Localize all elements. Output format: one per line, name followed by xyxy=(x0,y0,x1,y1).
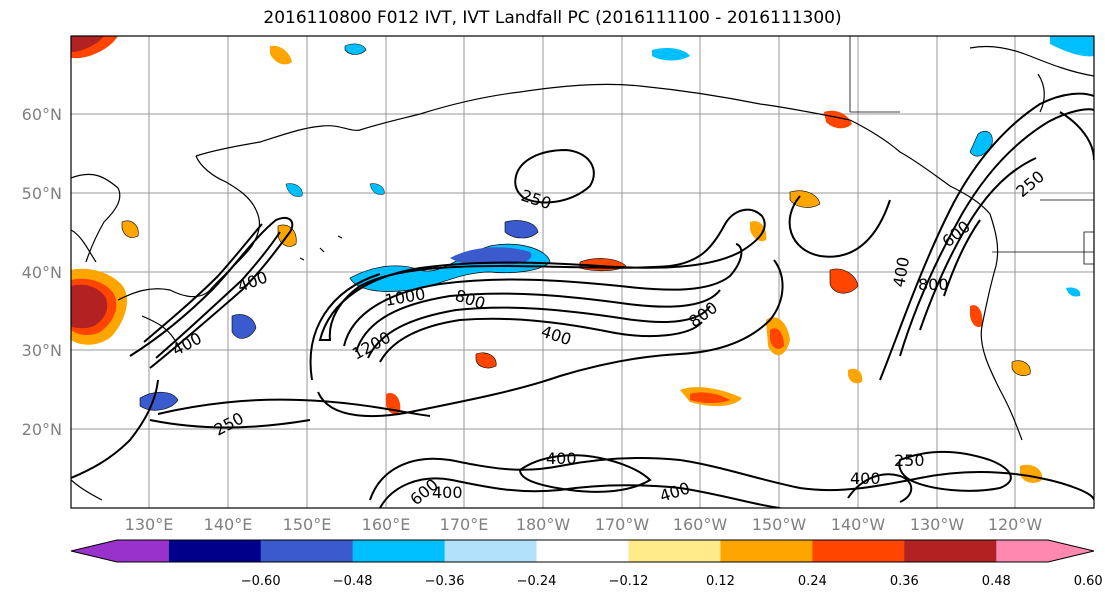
lon-label: 150°E xyxy=(283,515,332,534)
lon-label: 140°W xyxy=(831,515,886,534)
colorbar xyxy=(70,539,1095,563)
lon-label: 130°E xyxy=(125,515,174,534)
colorbar-label: −0.36 xyxy=(425,574,465,589)
map-frame xyxy=(70,35,1095,509)
colorbar-label: −0.60 xyxy=(241,574,281,589)
colorbar-cell xyxy=(904,540,997,562)
colorbar-cell xyxy=(812,540,905,562)
contour-label: 250 xyxy=(894,451,925,470)
colorbar-label: 0.12 xyxy=(706,574,735,589)
colorbar-label: 0.36 xyxy=(890,574,919,589)
colorbar-extension-max xyxy=(996,540,1094,562)
colorbar-extension-min xyxy=(71,540,169,562)
lon-label: 140°E xyxy=(204,515,253,534)
colorbar-label: −0.48 xyxy=(333,574,373,589)
political-borders xyxy=(849,36,1094,265)
contour-label: 400 xyxy=(432,483,463,502)
colorbar-cell xyxy=(720,540,813,562)
lon-label: 170°E xyxy=(440,515,489,534)
colorbar-label: 0.24 xyxy=(798,574,827,589)
lat-label: 60°N xyxy=(22,105,62,124)
colorbar-cell xyxy=(260,540,354,562)
lon-label: 170°W xyxy=(595,515,650,534)
map-plot-area: 250 250 250 250 400 400 400 400 400 400 … xyxy=(70,35,1095,509)
lon-label: 180°W xyxy=(516,515,571,534)
lon-label: 160°E xyxy=(362,515,411,534)
colorbar-label: 0.60 xyxy=(1074,574,1103,589)
colorbar-outline xyxy=(70,539,1095,563)
lat-label: 40°N xyxy=(22,263,62,282)
lat-label: 20°N xyxy=(22,420,62,439)
contour-label: 800 xyxy=(918,275,949,294)
colorbar-label: −0.12 xyxy=(609,574,649,589)
colorbar-cell xyxy=(536,540,629,562)
colorbar-cell xyxy=(352,540,446,562)
contour-label: 400 xyxy=(850,469,881,488)
colorbar-cell xyxy=(628,540,721,562)
colorbar-cell xyxy=(444,540,538,562)
colorbar-label: 0.48 xyxy=(982,574,1011,589)
map-title: 2016110800 F012 IVT, IVT Landfall PC (20… xyxy=(263,8,842,28)
lat-label: 50°N xyxy=(22,184,62,203)
latitude-labels: 60°N 50°N 40°N 30°N 20°N xyxy=(22,105,62,439)
colorbar-label: −0.24 xyxy=(517,574,557,589)
lat-label: 30°N xyxy=(22,341,62,360)
lon-label: 150°W xyxy=(752,515,807,534)
contour-label: 400 xyxy=(546,449,577,468)
longitude-labels: 130°E 140°E 150°E 160°E 170°E 180°W 170°… xyxy=(125,515,1043,534)
colorbar-labels: −0.60 −0.48 −0.36 −0.24 −0.12 0.12 0.24 … xyxy=(241,574,1103,589)
lon-label: 160°W xyxy=(673,515,728,534)
lon-label: 130°W xyxy=(910,515,965,534)
colorbar-cell xyxy=(168,540,262,562)
lon-label: 120°W xyxy=(988,515,1043,534)
ivt-contours xyxy=(71,92,1094,508)
